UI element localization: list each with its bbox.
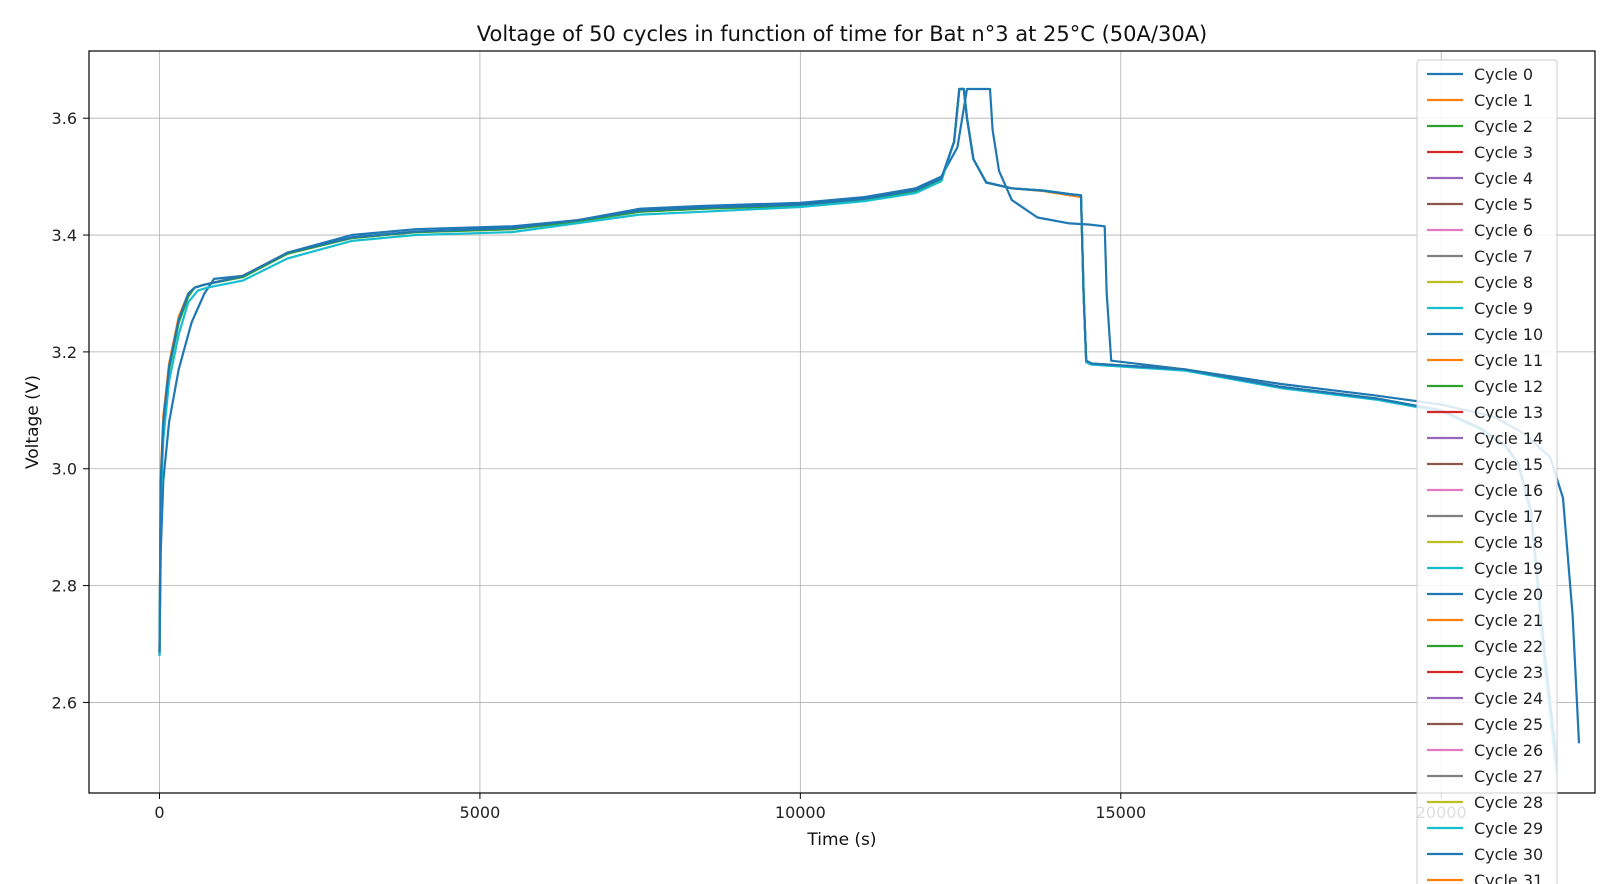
plot-frame [88, 50, 1596, 794]
legend-label: Cycle 23 [1474, 663, 1543, 682]
chart-title: Voltage of 50 cycles in function of time… [477, 22, 1208, 46]
y-axis-label: Voltage (V) [23, 375, 43, 469]
legend-label: Cycle 11 [1474, 351, 1543, 370]
legend-label: Cycle 18 [1474, 533, 1543, 552]
legend-label: Cycle 9 [1474, 299, 1533, 318]
legend-label: Cycle 28 [1474, 793, 1543, 812]
y-tick-label: 3.2 [52, 343, 77, 362]
plot-area [89, 51, 1595, 793]
legend-label: Cycle 17 [1474, 507, 1543, 526]
x-tick-label: 15000 [1095, 803, 1146, 822]
y-tick-label: 2.8 [52, 577, 77, 596]
y-axis-ticks: 2.6 2.8 3.0 3.2 3.4 3.6 [52, 109, 89, 712]
x-axis-ticks: 05000100001500020000 [154, 793, 1467, 822]
legend-label: Cycle 15 [1474, 455, 1543, 474]
legend-label: Cycle 12 [1474, 377, 1543, 396]
legend-label: Cycle 2 [1474, 117, 1533, 136]
y-tick-label: 3.6 [52, 109, 77, 128]
legend-label: Cycle 25 [1474, 715, 1543, 734]
legend-label: Cycle 5 [1474, 195, 1533, 214]
series-line [158, 87, 1558, 762]
legend-label: Cycle 0 [1474, 65, 1533, 84]
legend-label: Cycle 7 [1474, 247, 1533, 266]
x-tick-label: 5000 [460, 803, 501, 822]
legend-label: Cycle 26 [1474, 741, 1543, 760]
legend-label: Cycle 3 [1474, 143, 1533, 162]
legend-box [1416, 59, 1558, 884]
y-tick-label: 3.4 [52, 226, 77, 245]
x-tick-label: 0 [154, 803, 164, 822]
legend-label: Cycle 16 [1474, 481, 1543, 500]
legend-label: Cycle 20 [1474, 585, 1543, 604]
legend-label: Cycle 4 [1474, 169, 1533, 188]
y-tick-label: 3.0 [52, 460, 77, 479]
legend-label: Cycle 1 [1474, 91, 1533, 110]
legend-label: Cycle 31 [1474, 871, 1543, 884]
x-tick-label: 10000 [775, 803, 826, 822]
legend-label: Cycle 29 [1474, 819, 1543, 838]
legend-label: Cycle 27 [1474, 767, 1543, 786]
legend: Cycle 0 Cycle 1 Cycle 2 Cycle 3 Cycle 4 Cycle… [1416, 59, 1558, 884]
legend-label: Cycle 14 [1474, 429, 1543, 448]
legend-label: Cycle 30 [1474, 845, 1543, 864]
legend-label: Cycle 24 [1474, 689, 1543, 708]
legend-label: Cycle 22 [1474, 637, 1543, 656]
legend-label: Cycle 21 [1474, 611, 1543, 630]
legend-label: Cycle 6 [1474, 221, 1533, 240]
legend-label: Cycle 10 [1474, 325, 1543, 344]
x-axis-label: Time (s) [806, 830, 876, 850]
y-tick-label: 2.6 [52, 693, 77, 712]
legend-label: Cycle 8 [1474, 273, 1533, 292]
legend-label: Cycle 19 [1474, 559, 1543, 578]
legend-label: Cycle 13 [1474, 403, 1543, 422]
